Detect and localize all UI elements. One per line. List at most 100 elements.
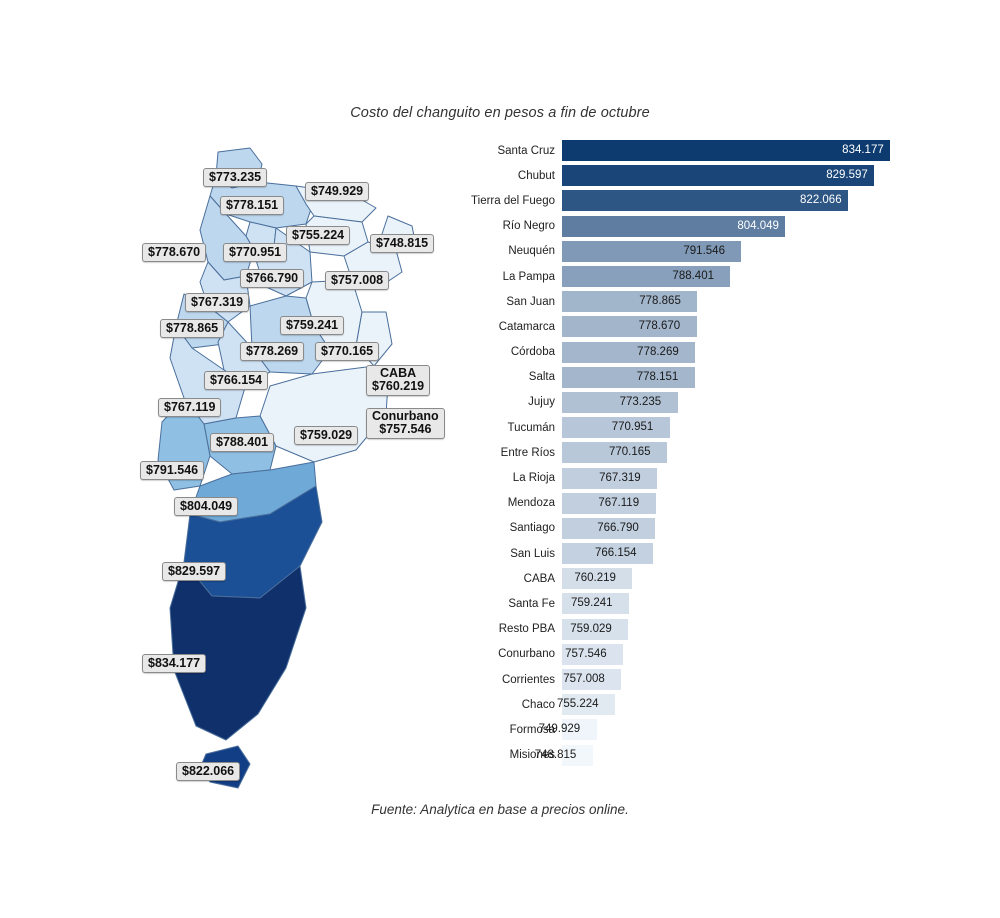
map-label-formosa: $749.929 (305, 182, 370, 201)
bar (562, 291, 698, 313)
bar (562, 694, 615, 716)
map-label-santacruz: $834.177 (142, 654, 207, 673)
map-label-conurbano-title: Conurbano (372, 409, 439, 423)
map-label-sanjuan: $778.865 (160, 319, 225, 338)
bar-row: Catamarca 778.670 (470, 314, 910, 339)
bar-row: Resto PBA 759.029 (470, 617, 910, 642)
map-label-entrerios: $770.165 (315, 342, 380, 361)
bar-track: 757.008 (562, 669, 910, 691)
bar (562, 568, 633, 590)
bar-row: CABA 760.219 (470, 566, 910, 591)
map-label-caba: CABA $760.219 (366, 365, 431, 396)
bar-row: Chubut 829.597 (470, 163, 910, 188)
bar-row: Salta 778.151 (470, 365, 910, 390)
bar-category-label: Formosa (509, 723, 555, 736)
bar-row: La Rioja 767.319 (470, 465, 910, 490)
bar-track: 760.219 (562, 568, 910, 590)
bar-row: Río Negro 804.049 (470, 214, 910, 239)
bar (562, 266, 731, 288)
bar-category-label: Neuquén (508, 245, 555, 258)
bar-track: 822.066 (562, 190, 910, 212)
map-label-caba-title: CABA (380, 366, 417, 380)
bar (562, 190, 848, 212)
map-label-corrientes: $757.008 (325, 271, 390, 290)
bar-track: 757.546 (562, 643, 910, 665)
map-label-tierradelfuego: $822.066 (176, 762, 241, 781)
bar (562, 442, 667, 464)
map-label-chubut: $829.597 (162, 562, 227, 581)
bar-value-label: 791.546 (683, 244, 725, 257)
bar-category-label: San Luis (510, 547, 555, 560)
map-label-catamarca: $778.670 (142, 243, 207, 262)
bar-category-label: Mendoza (507, 497, 555, 510)
map-label-jujuy: $773.235 (203, 168, 268, 187)
bar-category-label: San Juan (506, 295, 555, 308)
bar-value-label: 788.401 (672, 270, 714, 283)
bar-value-label: 766.790 (597, 521, 639, 534)
bar-track: 767.319 (562, 467, 910, 489)
bar-row: Santa Fe 759.241 (470, 591, 910, 616)
map-label-mendoza: $767.119 (158, 398, 222, 417)
bar-value-label: 804.049 (737, 219, 779, 232)
bar-track: 770.951 (562, 417, 910, 439)
bar-track: 804.049 (562, 215, 910, 237)
bar-value-label: 757.546 (565, 647, 607, 660)
bar-value-label: 778.670 (638, 320, 681, 333)
bar (562, 517, 656, 539)
bar-category-label: Córdoba (510, 346, 555, 359)
bar-row: La Pampa 788.401 (470, 264, 910, 289)
bar-track: 791.546 (562, 240, 910, 262)
bar-category-label: CABA (523, 572, 555, 585)
bar-track: 773.235 (562, 391, 910, 413)
bar-value-label: 757.008 (563, 673, 605, 686)
bar (562, 316, 697, 338)
bar-value-label: 760.219 (574, 572, 616, 585)
bar-category-label: Entre Ríos (500, 446, 555, 459)
bar (562, 492, 657, 514)
map-label-misiones: $748.815 (370, 234, 435, 253)
map-label-salta: $778.151 (220, 196, 285, 215)
bar-row: Santa Cruz 834.177 (470, 138, 910, 163)
map-label-cordoba: $778.269 (240, 342, 305, 361)
bar-row: San Juan 778.865 (470, 289, 910, 314)
bar-category-label: Conurbano (498, 648, 555, 661)
argentina-choropleth-map: $773.235 $749.929 $778.151 $755.224 $778… (100, 130, 480, 790)
bar (562, 593, 629, 615)
map-label-rionegro: $804.049 (174, 497, 239, 516)
bar-category-label: Catamarca (498, 320, 555, 333)
bar-category-label: Río Negro (502, 220, 555, 233)
bar-category-label: Santa Fe (508, 597, 555, 610)
bar-category-label: Chaco (521, 698, 555, 711)
bar-category-label: Santiago (509, 522, 555, 535)
bar (562, 618, 629, 640)
bar (562, 391, 678, 413)
bar-row: Chaco 755.224 (470, 692, 910, 717)
map-label-larioja: $767.319 (185, 293, 250, 312)
bar-track: 759.241 (562, 593, 910, 615)
bar (562, 744, 593, 766)
bar (562, 719, 597, 741)
bar-track: 829.597 (562, 165, 910, 187)
bar-row: Entre Ríos 770.165 (470, 440, 910, 465)
map-label-lapampa: $788.401 (210, 433, 275, 452)
map-label-caba-value: $760.219 (372, 379, 425, 393)
bar-category-label: Salta (528, 371, 555, 384)
map-label-tucuman: $770.951 (223, 243, 288, 262)
bar-row: Córdoba 778.269 (470, 340, 910, 365)
bar-value-label: 755.224 (556, 698, 599, 711)
bar (562, 140, 890, 162)
bar (562, 366, 695, 388)
bar (562, 215, 785, 237)
bar (562, 240, 742, 262)
bar (562, 543, 653, 565)
bar-value-label: 759.241 (570, 597, 613, 610)
bar-category-label: Jujuy (528, 396, 555, 409)
bar-track: 788.401 (562, 266, 910, 288)
map-label-conurbano: Conurbano $757.546 (366, 408, 445, 439)
bar-value-label: 767.319 (599, 471, 641, 484)
bar-value-label: 829.597 (826, 169, 868, 182)
map-label-chaco: $755.224 (286, 226, 351, 245)
bar-track: 778.151 (562, 366, 910, 388)
map-label-restopba: $759.029 (294, 426, 359, 445)
